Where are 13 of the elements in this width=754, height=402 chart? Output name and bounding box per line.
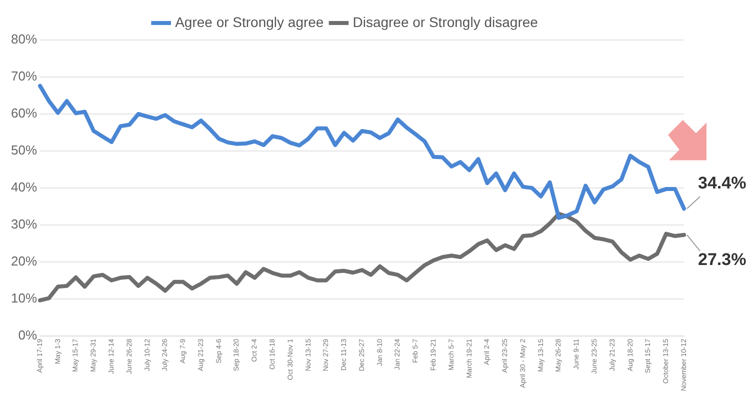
y-tick-label: 40% <box>10 180 38 195</box>
y-tick-label: 30% <box>10 216 38 232</box>
y-tick-label: 50% <box>10 142 38 158</box>
annotation: 27.3% <box>698 250 746 269</box>
y-tick-label: 60% <box>10 106 38 121</box>
legend-label: Disagree or Strongly disagree <box>352 14 538 30</box>
annotation: 34.4% <box>698 174 746 193</box>
y-tick-label: 20% <box>10 253 38 268</box>
y-tick-label: 0% <box>18 327 38 342</box>
y-tick-label: 80% <box>10 32 38 47</box>
legend-label: Agree or Strongly agree <box>175 14 324 30</box>
y-tick-label: 10% <box>10 290 38 306</box>
y-tick-label: 70% <box>10 68 38 84</box>
